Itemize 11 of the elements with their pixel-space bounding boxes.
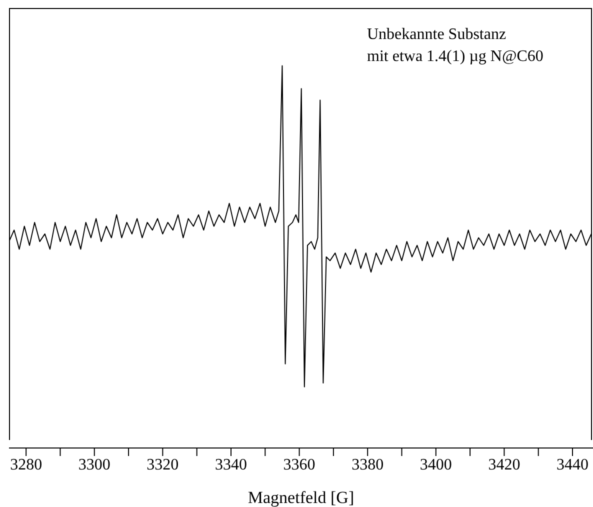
x-tick-label: 3300	[78, 456, 110, 474]
x-tick-label: 3360	[283, 456, 316, 474]
x-axis-title: Magnetfeld [G]	[248, 488, 354, 507]
x-tick-label: 3280	[10, 456, 42, 474]
x-tick-label: 3340	[214, 456, 247, 474]
x-tick-label: 3420	[488, 456, 520, 474]
x-tick-label: 3440	[556, 456, 589, 474]
x-tick-label: 3320	[146, 456, 179, 474]
x-tick-label: 3380	[352, 456, 384, 474]
text: Unbekannte Substanz mit etwa 1.4(1) µg N@C60	[367, 25, 544, 67]
x-tick-label: 3400	[420, 456, 452, 474]
